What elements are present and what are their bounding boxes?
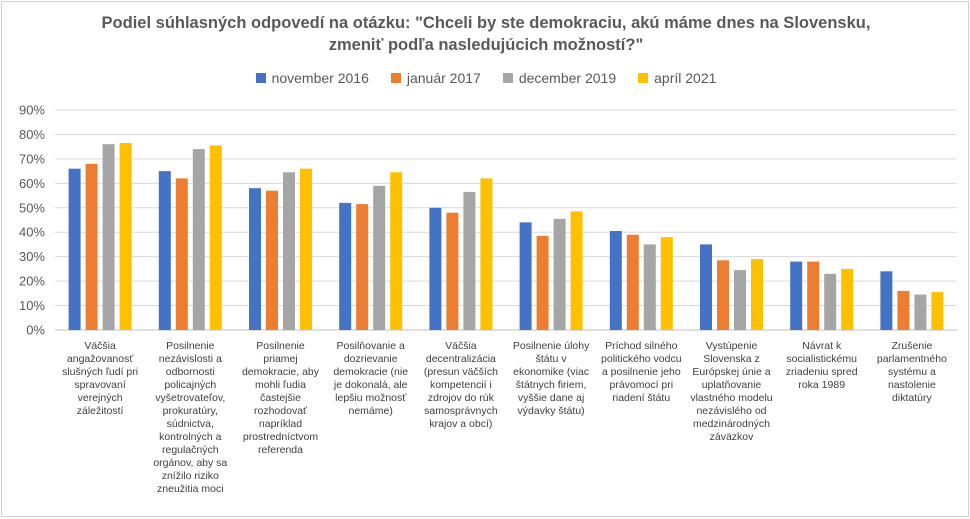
bar <box>192 149 205 330</box>
bar <box>68 168 81 330</box>
bar <box>807 261 820 330</box>
bar <box>643 244 656 330</box>
y-tick-label: 70% <box>19 151 45 166</box>
y-tick-label: 10% <box>19 298 45 313</box>
bar <box>751 259 763 330</box>
y-tick-label: 50% <box>19 200 45 215</box>
bar <box>734 270 746 330</box>
bar <box>283 172 295 330</box>
bar <box>841 268 854 330</box>
bar <box>373 185 386 330</box>
bar <box>914 294 927 330</box>
bar <box>175 178 188 330</box>
bar <box>660 237 673 330</box>
legend-swatch <box>255 73 266 83</box>
category-label: Väčšia decentralizácia (presun väčších k… <box>423 340 498 430</box>
bar <box>102 144 115 330</box>
legend-item-dec-2019: december 2019 <box>502 70 617 86</box>
bar <box>300 168 312 330</box>
y-tick-label: 30% <box>19 249 45 264</box>
bar <box>429 207 442 330</box>
category-label: Zrušenie parlamentného systému a nastole… <box>876 340 947 404</box>
legend-swatch <box>638 73 649 83</box>
bar <box>609 231 622 330</box>
legend-swatch <box>502 73 513 83</box>
bar <box>553 218 566 330</box>
bar <box>519 222 532 330</box>
bar <box>880 271 893 330</box>
chart-subtitle: zmeniť podľa nasledujúcich možností?" <box>328 36 644 54</box>
bar <box>790 261 803 330</box>
y-tick-label: 0% <box>26 323 45 338</box>
bar <box>717 260 729 330</box>
category-label: Väčšia angažovanosť slušných ľudí pri sp… <box>62 340 139 417</box>
bar <box>570 211 583 330</box>
bar <box>463 191 476 330</box>
y-tick-label: 80% <box>19 127 45 142</box>
category-label: Príchod silného politického vodcu a posi… <box>601 340 682 404</box>
y-tick-label: 90% <box>19 103 45 118</box>
legend-label: január 2017 <box>406 70 481 86</box>
bar <box>266 190 278 330</box>
bar <box>480 178 493 330</box>
bar <box>249 188 261 330</box>
legend: november 2016 január 2017 december 2019 … <box>2 70 970 86</box>
bar <box>390 172 403 330</box>
bar <box>209 145 222 330</box>
legend-label: apríl 2021 <box>654 70 717 86</box>
bar <box>626 234 639 330</box>
category-label: Posilnenie nezávislosti a odbornosti pol… <box>153 340 228 495</box>
bar <box>85 163 98 330</box>
bar <box>824 273 837 330</box>
chart-title: Podiel súhlasných odpovedí na otázku: "C… <box>101 14 871 32</box>
category-label: Vystúpenie Slovenska z Európskej únie a … <box>690 340 773 443</box>
bar <box>931 292 944 330</box>
legend-label: december 2019 <box>518 70 617 86</box>
y-tick-label: 20% <box>19 274 45 289</box>
y-tick-label: 40% <box>19 225 45 240</box>
bar <box>897 290 910 330</box>
bar <box>356 204 369 330</box>
legend-item-apr-2021: apríl 2021 <box>638 70 716 86</box>
legend-label: november 2016 <box>271 70 369 86</box>
bar <box>158 171 171 330</box>
bar <box>119 143 132 330</box>
category-label: Návrat k socialistickému zriadeniu spred… <box>785 340 858 391</box>
category-label: Posilňovanie a dozrievanie demokracie (n… <box>333 340 409 417</box>
y-tick-label: 60% <box>19 176 45 191</box>
legend-item-nov-2016: november 2016 <box>255 70 369 86</box>
bar <box>339 202 352 330</box>
legend-swatch <box>390 73 401 83</box>
bar <box>700 244 712 330</box>
bar <box>536 235 549 330</box>
bar <box>446 212 459 330</box>
category-label: Posilnenie priamej demokracie, aby mohli… <box>241 340 320 456</box>
legend-item-jan-2017: január 2017 <box>390 70 481 86</box>
category-label: Posilnenie úlohy štátu v ekonomike (viac… <box>512 340 590 417</box>
